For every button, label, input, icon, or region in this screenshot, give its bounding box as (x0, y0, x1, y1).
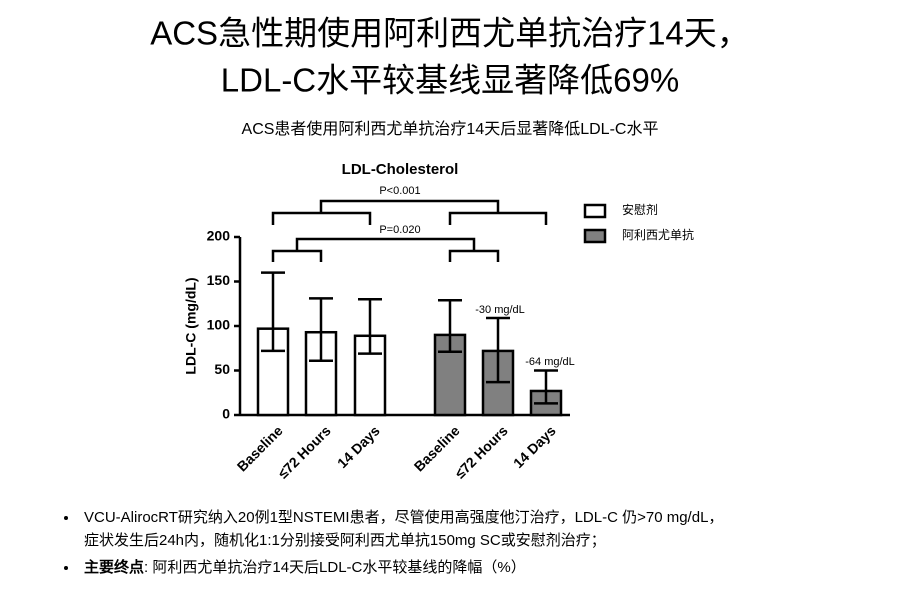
y-tick-label: 150 (207, 272, 231, 288)
bullet-bold: 主要终点 (84, 558, 144, 576)
chart-title: LDL-Cholesterol (342, 161, 459, 178)
annotation: P=0.020 (379, 224, 420, 236)
y-tick-label: 200 (207, 228, 231, 244)
slide-title: LDL-C水平较基线显著降低69% (221, 62, 679, 99)
x-tick-label: 14 Days (510, 422, 559, 471)
bullet-dot (64, 566, 68, 570)
bullet-rest: : 阿利西尤单抗治疗14天后LDL-C水平较基线的降幅（%） (144, 558, 526, 576)
bracket (271, 199, 548, 225)
slide-title: ACS急性期使用阿利西尤单抗治疗14天， (150, 15, 750, 52)
annotation: -64 mg/dL (525, 356, 575, 368)
bracket (271, 237, 500, 262)
legend-swatch (583, 203, 607, 219)
y-axis-label: LDL-C (mg/dL) (183, 277, 199, 374)
y-tick-label: 100 (207, 317, 231, 333)
y-tick-label: 0 (222, 406, 230, 422)
legend-swatch (583, 228, 607, 244)
bullet-text: 症状发生后24h内，随机化1:1分别接受阿利西尤单抗150mg SC或安慰剂治疗… (84, 531, 606, 549)
y-tick-label: 50 (214, 361, 230, 377)
bullet-text: 主要终点: 阿利西尤单抗治疗14天后LDL-C水平较基线的降幅（%） (84, 558, 526, 576)
x-tick-label: ≤72 Hours (452, 422, 511, 481)
x-tick-label: ≤72 Hours (275, 422, 334, 481)
bullet-dot (64, 516, 68, 520)
legend-label: 阿利西尤单抗 (622, 227, 694, 242)
subtitle: ACS患者使用阿利西尤单抗治疗14天后显著降低LDL-C水平 (242, 120, 659, 138)
legend-label: 安慰剂 (622, 202, 658, 217)
annotation: P<0.001 (379, 185, 420, 197)
bullet-text: VCU-AlirocRT研究纳入20例1型NSTEMI患者，尽管使用高强度他汀治… (84, 509, 723, 526)
x-tick-label: 14 Days (334, 422, 383, 471)
annotation: -30 mg/dL (475, 304, 525, 316)
